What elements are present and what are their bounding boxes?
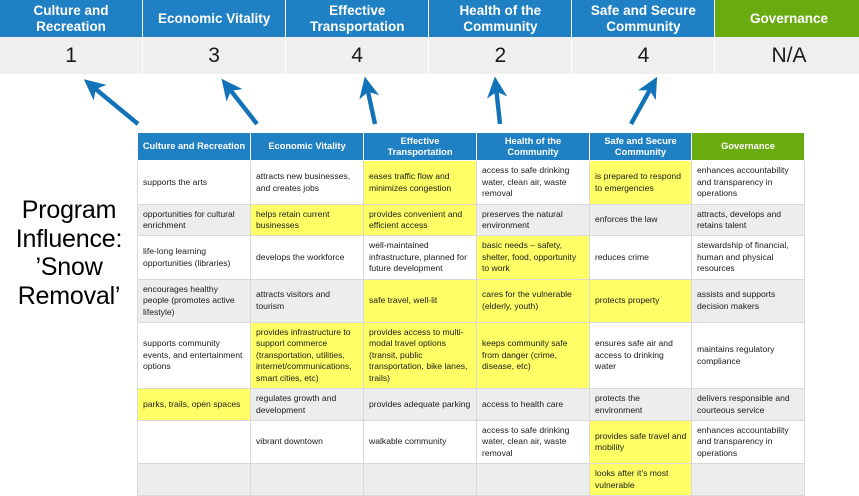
matrix-cell-highlighted: safe travel, well-lit	[363, 278, 477, 324]
matrix-cell-highlighted: keeps community safe from danger (crime,…	[476, 322, 590, 390]
arrows-svg	[83, 76, 658, 126]
matrix-row: parks, trails, open spaces regulates grow…	[137, 388, 805, 421]
scorecard-value: 3	[143, 37, 287, 74]
arrow-2	[221, 78, 259, 126]
scorecard-header-label: Health of the Community	[429, 0, 573, 37]
matrix-cell-highlighted: provides access to multi-modal travel op…	[363, 322, 477, 390]
matrix-cell-highlighted: eases traffic flow and minimizes congest…	[363, 160, 477, 205]
matrix-cell: access to safe drinking water, clean air…	[476, 419, 590, 465]
matrix-cell: delivers responsible and courteous servi…	[691, 388, 805, 421]
matrix-cell: protects the environment	[589, 388, 692, 421]
matrix-cell: vibrant downtown	[250, 419, 364, 465]
matrix-cell: provides adequate parking	[363, 388, 477, 421]
matrix-column-header: Safe and Secure Community	[589, 131, 692, 162]
matrix-cell: enhances accountability and transparency…	[691, 419, 805, 465]
matrix-row: vibrant downtown walkable community access…	[137, 419, 805, 465]
matrix-cell: walkable community	[363, 419, 477, 465]
caption-line-4: Removal’	[17, 281, 121, 310]
matrix-cell: access to safe drinking water, clean air…	[476, 160, 590, 205]
matrix-cell: supports the arts	[137, 160, 251, 205]
arrow-group	[0, 74, 859, 132]
program-influence-matrix: Culture and Recreation Economic Vitality E…	[137, 131, 805, 496]
scorecard-header-label: Safe and Secure Community	[572, 0, 716, 37]
scorecard-header-label: Effective Transportation	[286, 0, 430, 37]
matrix-cell-highlighted: helps retain current businesses	[250, 203, 364, 237]
matrix-cell	[137, 463, 251, 496]
program-influence-caption: Program Influence: ’Snow Removal’	[6, 196, 132, 310]
arrow-5	[629, 76, 658, 126]
matrix-cell: stewardship of financial, human and phys…	[691, 235, 805, 280]
scorecard-header-label: Culture and Recreation	[0, 0, 144, 37]
matrix-cell	[363, 463, 477, 496]
matrix-header: Culture and Recreation Economic Vitality E…	[137, 131, 805, 162]
matrix-cell: opportunities for cultural enrichment	[137, 203, 251, 237]
matrix-row: encourages healthy people (promotes acti…	[137, 278, 805, 324]
matrix-row: supports community events, and entertain…	[137, 322, 805, 390]
arrow-1	[83, 79, 140, 126]
caption-line-3: ’Snow	[35, 253, 103, 281]
matrix-cell: enforces the law	[589, 203, 692, 237]
scorecard-column: Safe and Secure Community 4	[572, 0, 716, 74]
matrix-row: life-long learning opportunities (librar…	[137, 235, 805, 280]
matrix-row: supports the arts attracts new businesses…	[137, 160, 805, 205]
matrix-cell-highlighted: basic needs – safety, shelter, food, opp…	[476, 235, 590, 280]
matrix-cell: supports community events, and entertain…	[137, 322, 251, 390]
matrix-header-row: Culture and Recreation Economic Vitality E…	[137, 131, 805, 162]
arrow-4	[487, 76, 508, 125]
scorecard-column: Economic Vitality 3	[143, 0, 287, 74]
scorecard-column: Culture and Recreation 1	[0, 0, 144, 74]
matrix-cell	[476, 463, 590, 496]
matrix-cell-highlighted: is prepared to respond to emergencies	[589, 160, 692, 205]
matrix-cell	[691, 463, 805, 496]
matrix-cell: reduces crime	[589, 235, 692, 280]
matrix-cell: life-long learning opportunities (librar…	[137, 235, 251, 280]
matrix-row: opportunities for cultural enrichment hel…	[137, 203, 805, 237]
matrix-cell-highlighted: protects property	[589, 278, 692, 324]
matrix-cell: encourages healthy people (promotes acti…	[137, 278, 251, 324]
scorecard-header-label: Economic Vitality	[143, 0, 287, 37]
scorecard-value: 1	[0, 37, 144, 74]
matrix-row: looks after it’s most vulnerable	[137, 463, 805, 496]
scorecard-column: Health of the Community 2	[429, 0, 573, 74]
scorecard-header-label: Governance	[715, 0, 859, 37]
matrix-cell	[137, 419, 251, 465]
matrix-body: supports the arts attracts new businesses…	[137, 160, 805, 496]
scorecard-value: 4	[286, 37, 430, 74]
scorecard-value: N/A	[715, 37, 859, 74]
arrow-3	[359, 76, 380, 125]
matrix-cell: enhances accountability and transparency…	[691, 160, 805, 205]
matrix-column-header: Culture and Recreation	[137, 131, 251, 162]
matrix-cell-highlighted: looks after it’s most vulnerable	[589, 463, 692, 496]
matrix-column-header: Governance	[691, 131, 805, 162]
matrix-cell: ensures safe air and access to drinking …	[589, 322, 692, 390]
matrix-cell: well-maintained infrastructure, planned …	[363, 235, 477, 280]
scorecard-value: 4	[572, 37, 716, 74]
scorecard-column: Effective Transportation 4	[286, 0, 430, 74]
matrix-cell-highlighted: provides safe travel and mobility	[589, 419, 692, 465]
matrix-column-header: Economic Vitality	[250, 131, 364, 162]
matrix-cell: attracts visitors and tourism	[250, 278, 364, 324]
matrix-column-header: Effective Transportation	[363, 131, 477, 162]
matrix-cell: maintains regulatory compliance	[691, 322, 805, 390]
matrix-cell	[250, 463, 364, 496]
caption-line-2: Influence:	[15, 224, 123, 253]
matrix-cell: develops the workforce	[250, 235, 364, 280]
matrix-cell: regulates growth and development	[250, 388, 364, 421]
matrix-cell-highlighted: cares for the vulnerable (elderly, youth…	[476, 278, 590, 324]
scorecard-column: Governance N/A	[715, 0, 859, 74]
matrix-cell-highlighted: provides convenient and efficient access	[363, 203, 477, 237]
matrix-cell: assists and supports decision makers	[691, 278, 805, 324]
matrix-cell-highlighted: provides infrastructure to support comme…	[250, 322, 364, 390]
matrix-cell: attracts, develops and retains talent	[691, 203, 805, 237]
scorecard-value: 2	[429, 37, 573, 74]
caption-line-1: Program	[21, 196, 117, 224]
strategic-priorities-scorecard: Culture and Recreation 1 Economic Vitality…	[0, 0, 859, 74]
matrix-cell: access to health care	[476, 388, 590, 421]
matrix-column-header: Health of the Community	[476, 131, 590, 162]
matrix-cell-highlighted: parks, trails, open spaces	[137, 388, 251, 421]
matrix-cell: attracts new businesses, and creates job…	[250, 160, 364, 205]
matrix-cell: preserves the natural environment	[476, 203, 590, 237]
